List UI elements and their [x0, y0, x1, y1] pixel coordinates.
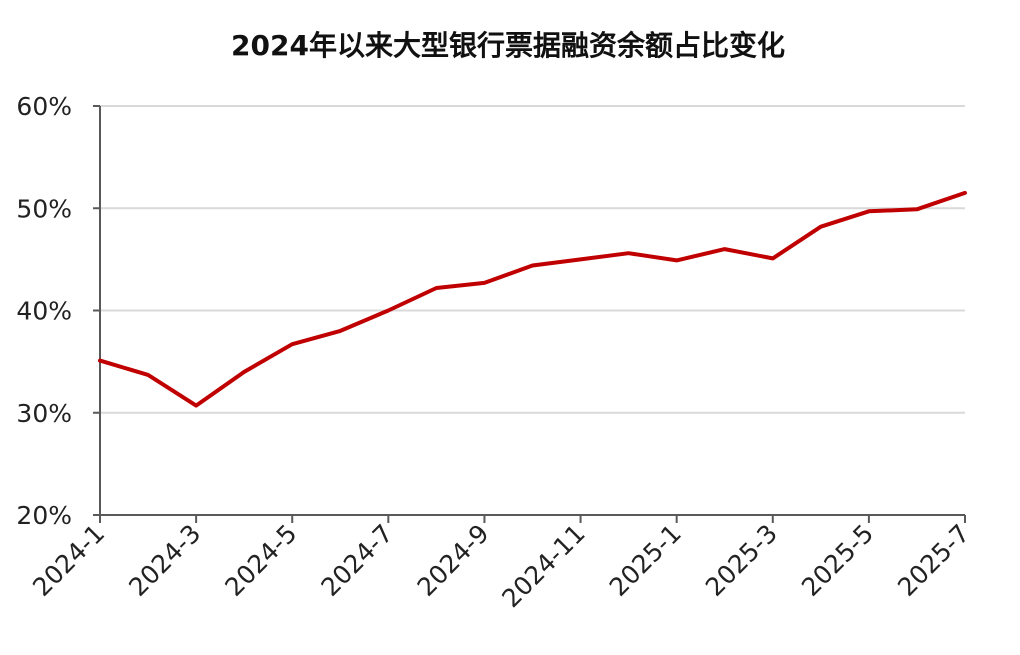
- y-tick-label: 60%: [16, 92, 72, 121]
- chart-title: 2024年以来大型银行票据融资余额占比变化: [231, 29, 785, 62]
- x-tick-label: 2024-5: [219, 519, 302, 602]
- x-tick-label: 2024-11: [496, 519, 590, 613]
- y-tick-label: 50%: [16, 194, 72, 223]
- gridlines: [100, 105, 965, 414]
- axes: [93, 105, 966, 523]
- x-tick-label: 2025-1: [604, 519, 687, 602]
- x-tick-label: 2024-9: [412, 519, 495, 602]
- x-tick-label: 2025-7: [892, 519, 975, 602]
- y-tick-label: 40%: [16, 297, 72, 326]
- tick-labels: 20%30%40%50%60%2024-1 2024-3 2024-5 2024-7 2…: [16, 92, 975, 613]
- x-tick-label: 2025-3: [700, 519, 783, 602]
- x-tick-label: 2025-5: [796, 519, 879, 602]
- y-tick-label: 30%: [16, 399, 72, 428]
- x-tick-label: 2024-7: [315, 519, 398, 602]
- y-tick-label: 20%: [16, 501, 72, 530]
- series-line: [98, 190, 967, 408]
- x-tick-label: 2024-3: [123, 519, 206, 602]
- x-tick-label: 2024-1: [27, 519, 110, 602]
- series-layer: [98, 190, 967, 408]
